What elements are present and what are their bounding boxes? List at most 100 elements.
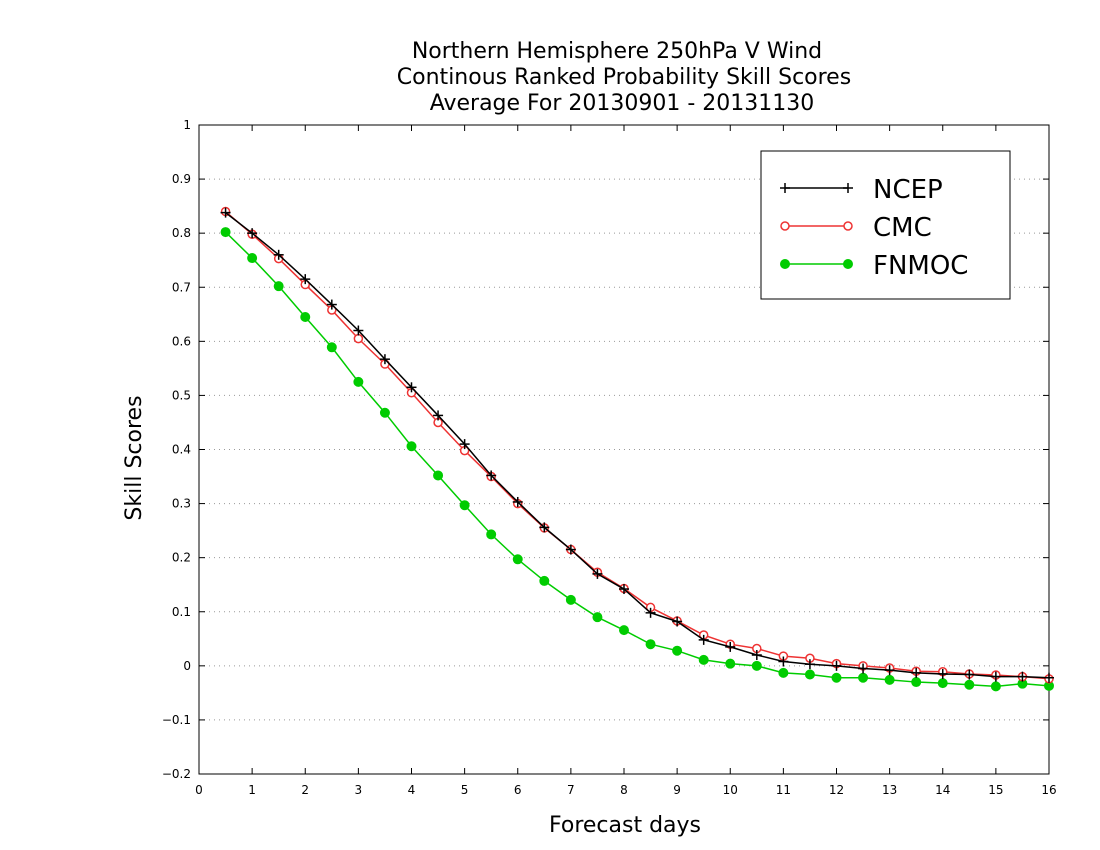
legend-item-cmc: CMC [780,213,932,243]
data-point-filled-circle [698,654,709,665]
x-tick-label: 7 [567,783,575,797]
data-point-plus [592,568,603,579]
data-point-plus [619,584,629,595]
data-point-filled-circle [459,500,470,511]
data-point-open-circle [780,221,790,231]
data-point-plus [220,207,231,218]
data-point-filled-circle [220,227,231,238]
data-point-filled-circle [884,674,895,685]
x-tick-label: 14 [935,783,950,797]
data-point-plus [911,667,922,678]
x-tick-label: 0 [195,783,203,797]
data-point-filled-circle [539,575,550,586]
data-point-plus [937,668,948,679]
data-point-filled-circle [831,672,842,683]
data-point-filled-circle [858,672,869,683]
legend-label: CMC [873,213,932,243]
legend-item-fnmoc: FNMOC [780,251,968,281]
x-tick-label: 15 [988,783,1003,797]
x-axis-ticks: 0 1 2 3 4 5 6 7 8 9 10 11 12 13 14 15 16 [195,125,1057,797]
data-point-filled-circle [778,667,789,678]
data-point-filled-circle [964,679,975,690]
data-point-plus [698,634,709,645]
data-point-plus [247,228,258,239]
data-point-filled-circle [486,529,497,540]
chart-title-line-3: Average For 20130901 - 20131130 [430,91,815,116]
series-fnmoc [220,227,1054,692]
x-tick-label: 9 [673,783,681,797]
data-point-plus [858,663,869,674]
x-tick-label: 16 [1041,783,1056,797]
y-tick-label: 0 [183,659,191,673]
data-point-plus [512,496,523,507]
y-tick-label: −0.2 [162,767,191,781]
data-point-filled-circle [512,554,523,565]
data-point-filled-circle [565,594,576,605]
legend-label: FNMOC [873,251,968,281]
x-tick-label: 12 [829,783,844,797]
data-point-plus [539,522,550,533]
data-point-plus [780,183,790,193]
data-point-filled-circle [843,259,853,269]
chart-title: Northern Hemisphere 250hPa V Wind Contin… [397,39,851,116]
data-point-filled-circle [804,669,815,680]
data-point-plus [672,616,683,627]
x-tick-label: 4 [408,783,416,797]
legend-label: NCEP [873,175,943,205]
data-point-plus [725,641,736,652]
y-tick-label: 0.9 [172,172,191,186]
series-ncep [220,207,1054,683]
data-point-filled-circle [619,625,629,636]
data-point-plus [804,659,815,670]
data-point-filled-circle [645,639,656,650]
y-tick-label: 0.4 [172,443,191,457]
y-tick-label: 0.3 [172,497,191,511]
data-point-filled-circle [406,441,417,452]
x-tick-label: 10 [723,783,738,797]
x-axis-label: Forecast days [549,813,701,838]
data-point-plus [326,299,337,310]
data-point-filled-circle [326,342,337,353]
data-point-plus [565,544,576,555]
x-tick-label: 5 [461,783,469,797]
data-point-filled-circle [247,253,258,264]
data-point-plus [778,656,789,667]
data-point-plus [843,183,853,193]
y-tick-label: 0.8 [172,226,191,240]
y-tick-label: −0.1 [162,713,191,727]
x-tick-label: 2 [301,783,309,797]
data-point-filled-circle [592,612,603,623]
data-point-filled-circle [672,645,683,656]
y-axis-ticks: −0.2 −0.1 0 0.1 0.2 0.3 0.4 0.5 0.6 0.7 0.8 0.9 1 [162,118,1049,781]
data-point-filled-circle [990,681,1001,692]
data-point-filled-circle [937,678,948,689]
legend: NCEP CMC FNMOC [760,150,1011,300]
data-point-filled-circle [780,259,790,269]
data-point-plus [964,669,975,680]
data-point-plus [273,249,284,260]
data-point-plus [1044,672,1054,683]
y-tick-label: 0.5 [172,388,191,402]
series-line-fnmoc [225,231,1050,688]
data-point-plus [990,671,1001,682]
y-tick-label: 0.6 [172,334,191,348]
data-point-plus [884,665,895,676]
data-point-plus [433,410,444,421]
data-point-filled-circle [300,311,311,322]
legend-item-ncep: NCEP [780,175,943,205]
x-tick-label: 6 [514,783,522,797]
legend-box [760,150,1011,300]
x-tick-label: 1 [248,783,256,797]
data-point-plus [353,325,364,336]
y-tick-label: 0.2 [172,551,191,565]
y-axis-label: Skill Scores [122,395,147,520]
data-point-plus [645,607,656,618]
x-tick-label: 3 [355,783,363,797]
data-point-filled-circle [379,407,390,418]
data-point-open-circle [353,333,364,344]
data-point-filled-circle [911,677,922,688]
chart-title-line-1: Northern Hemisphere 250hPa V Wind [412,39,822,64]
data-point-plus [300,274,311,285]
x-tick-label: 13 [882,783,897,797]
